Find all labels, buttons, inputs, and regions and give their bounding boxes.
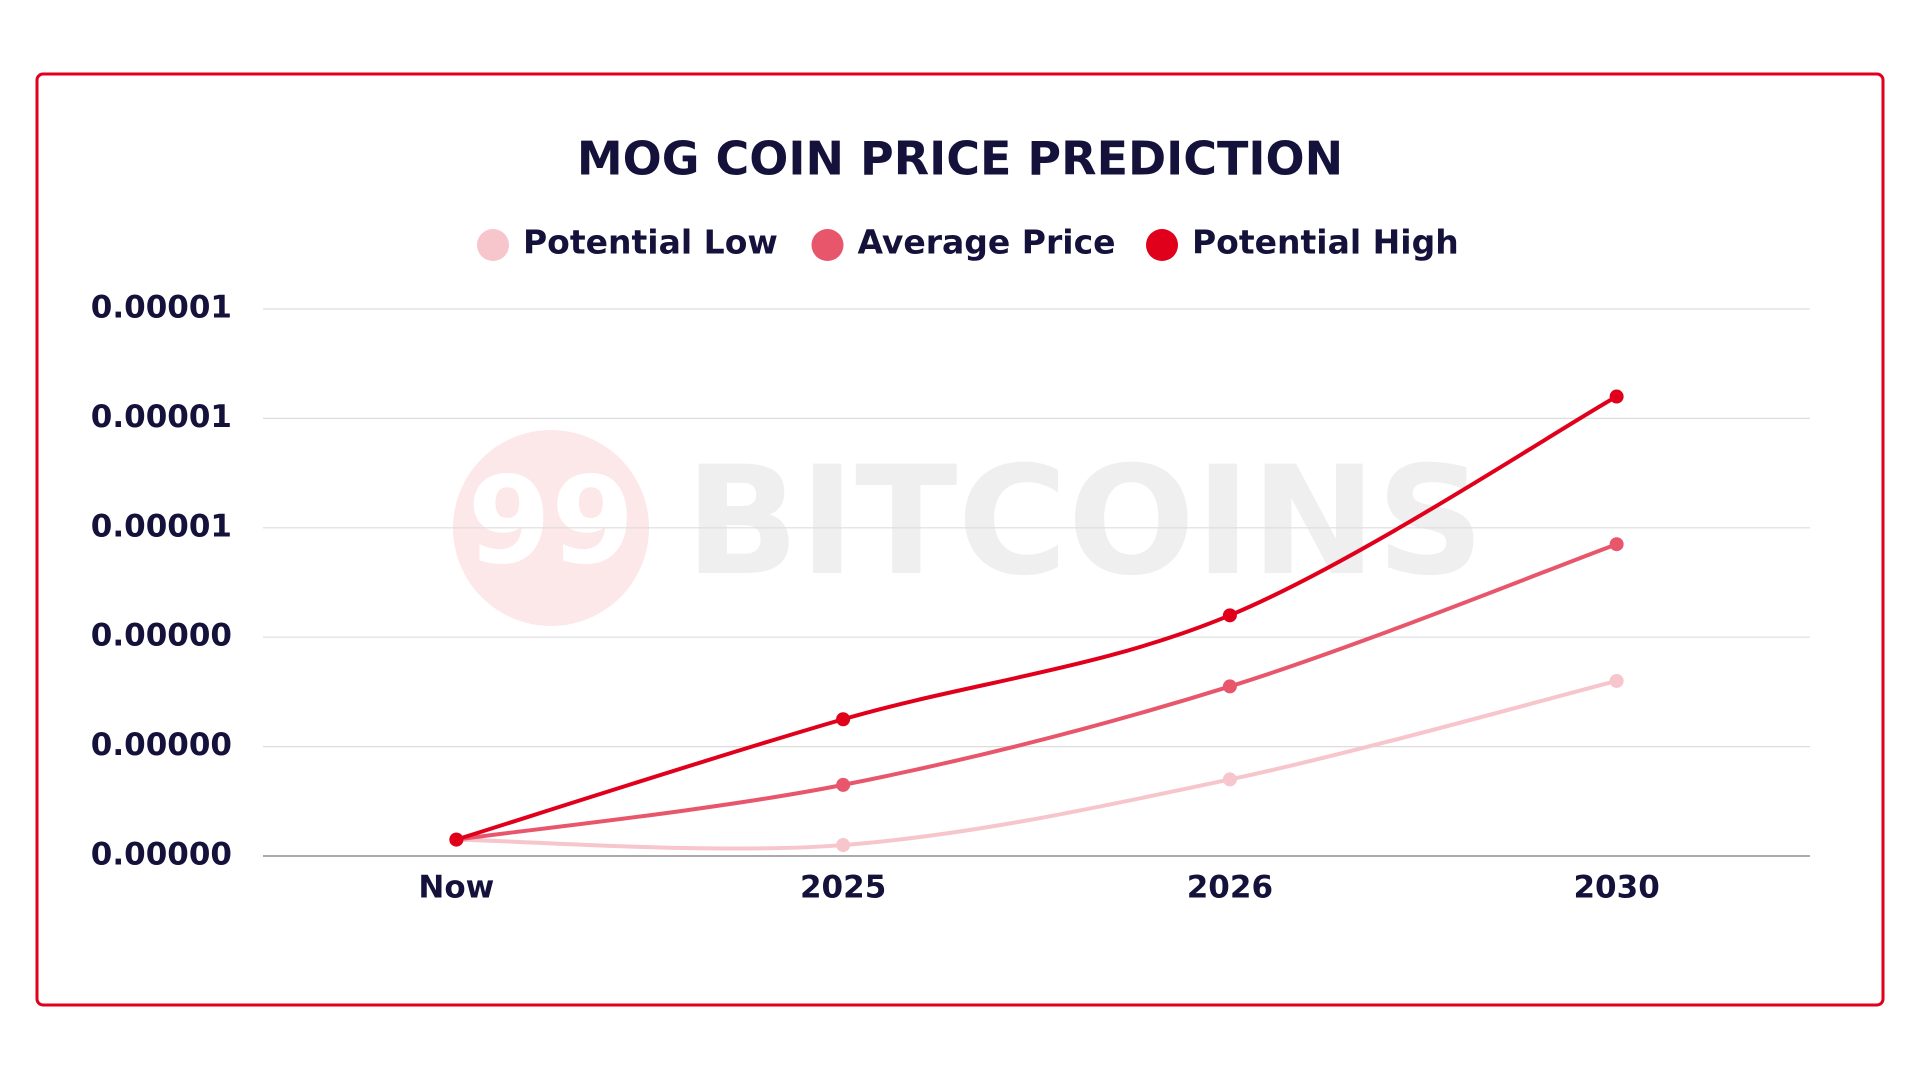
- point: [1609, 537, 1624, 552]
- series-line: [456, 542, 1618, 842]
- legend-swatch: [477, 229, 509, 261]
- frame: [35, 72, 1885, 1007]
- point: [836, 712, 851, 727]
- point: [836, 838, 851, 853]
- point: [1609, 673, 1624, 688]
- legend-label: Potential Low: [523, 223, 778, 262]
- legend-label: Potential High: [1192, 223, 1459, 262]
- y-tick-label: 0.00001: [91, 290, 232, 326]
- y-tick-label: 0.00000: [91, 618, 232, 654]
- point: [1222, 608, 1237, 623]
- x-tick-label: 2026: [1187, 870, 1273, 906]
- point: [1222, 772, 1237, 787]
- y-tick-label: 0.00001: [91, 399, 232, 435]
- point: [449, 832, 464, 847]
- series-line: [456, 679, 1618, 851]
- chart-title: MOG COIN PRICE PREDICTION: [577, 132, 1343, 186]
- legend-swatch: [811, 229, 844, 261]
- watermark: 99 BITCOINS: [453, 430, 1484, 626]
- x-tick-label: Now: [418, 870, 494, 906]
- y-tick-label: 0.00001: [91, 508, 232, 544]
- x-tick-label: 2030: [1573, 870, 1659, 906]
- legend-label: Average Price: [858, 223, 1116, 262]
- watermark-text: BITCOINS: [685, 435, 1484, 609]
- series-line: [455, 394, 1618, 842]
- y-tick-label: 0.00000: [91, 727, 232, 763]
- x-tick-label: 2025: [800, 870, 886, 906]
- watermark-logo: 99: [468, 453, 635, 592]
- y-tick-label: 0.00000: [91, 837, 232, 873]
- point: [1609, 389, 1624, 404]
- legend-swatch: [1146, 229, 1178, 261]
- point: [1222, 679, 1237, 694]
- point: [836, 777, 851, 792]
